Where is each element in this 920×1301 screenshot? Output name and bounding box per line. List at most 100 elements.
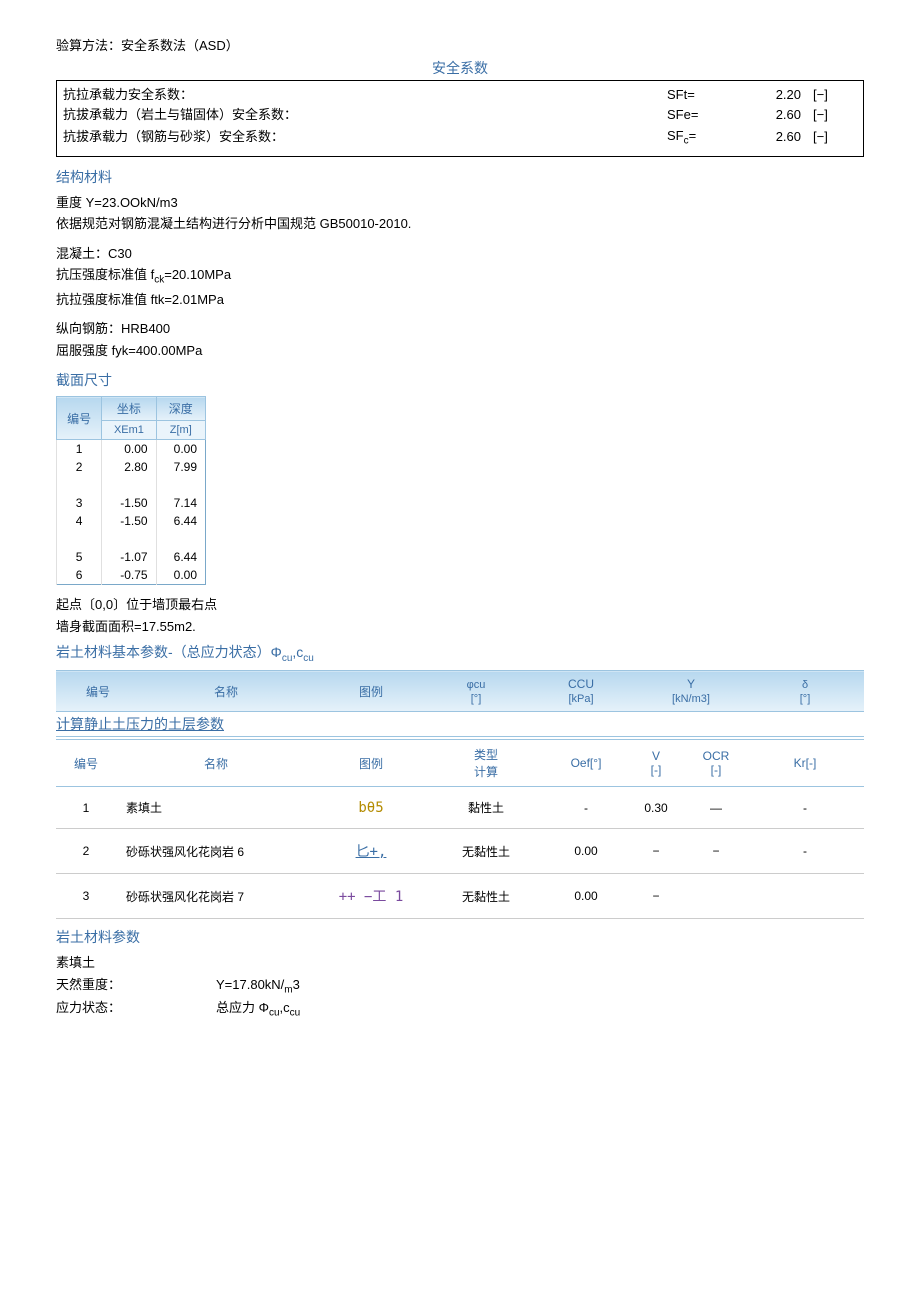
cell-z: 6.44	[156, 512, 205, 530]
th: 名称	[136, 671, 316, 712]
static-row: 3 砂砾状强风化花岗岩 7 ++ −工 1 无黏性土 0.00 −	[56, 874, 864, 919]
cell-name: 砂砾状强风化花岗岩 7	[116, 874, 316, 919]
struct-line: 依据规范对钢筋混凝土结构进行分析中国规范 GB50010-2010.	[56, 214, 864, 234]
cell-kr: -	[746, 829, 864, 874]
cell-kr	[746, 874, 864, 919]
cell-z: 7.99	[156, 458, 205, 476]
struct-block: 重度 Y=23.OOkN/m3 依据规范对钢筋混凝土结构进行分析中国规范 GB5…	[56, 193, 864, 234]
cell-ocr	[686, 874, 746, 919]
soil-param-title: 岩土材料参数	[56, 927, 864, 947]
safety-title: 安全系数	[56, 58, 864, 78]
th-z: Z[m]	[156, 421, 205, 440]
cell-n	[57, 476, 102, 494]
cell-oef: 0.00	[546, 874, 626, 919]
rebar-line: 纵向钢筋：HRB400	[56, 319, 864, 339]
concrete-line: 抗拉强度标准值 ftk=2.01MPa	[56, 290, 864, 310]
static-title: 计算静止土压力的土层参数	[56, 712, 864, 737]
cell-type: 黏性土	[426, 787, 546, 829]
th: 图例	[316, 671, 426, 712]
th: OCR[-]	[686, 740, 746, 787]
th: δ[°]	[746, 671, 864, 712]
rebar-block: 纵向钢筋：HRB400 屈服强度 fyk=400.00MPa	[56, 319, 864, 360]
soil-basic-header: 编号 名称 图例 φcu[°] CCU[kPa] Y[kN/m3] δ[°] 计…	[56, 670, 864, 737]
th-depth: 深度	[156, 397, 205, 421]
cell-n: 6	[57, 566, 102, 585]
cell-ocr: —	[686, 787, 746, 829]
safety-sym: SFe=	[667, 105, 747, 126]
th-coord: 坐标	[102, 397, 156, 421]
concrete-line: 抗压强度标准值 fck=20.10MPa	[56, 265, 864, 288]
static-row: 2 砂砾状强风化花岗岩 6 匕+, 无黏性土 0.00 − − -	[56, 829, 864, 874]
section-row: 5-1.076.44	[57, 548, 206, 566]
cell-oef: -	[546, 787, 626, 829]
safety-sym: SFt=	[667, 85, 747, 106]
section-row	[57, 530, 206, 548]
cell-n: 5	[57, 548, 102, 566]
cell-pattern: ++ −工 1	[316, 874, 426, 919]
cell-pattern: bθ5	[316, 787, 426, 829]
th: 图例	[316, 740, 426, 787]
section-row: 4-1.506.44	[57, 512, 206, 530]
cell-v: −	[626, 874, 686, 919]
fill-heading: 素填土	[56, 953, 864, 973]
cell-x: -1.50	[102, 494, 156, 512]
cell-x: -1.07	[102, 548, 156, 566]
safety-label: 抗拔承载力（岩土与锚固体）安全系数：	[63, 105, 667, 126]
concrete-line: 混凝土：C30	[56, 244, 864, 264]
th: V[-]	[626, 740, 686, 787]
cell-v: 0.30	[626, 787, 686, 829]
fill-prop-key: 应力状态：	[56, 998, 216, 1022]
static-table: 编号 名称 图例 类型计算 Oef[°] V[-] OCR[-] Kr[-] 1…	[56, 739, 864, 919]
cell-x: 2.80	[102, 458, 156, 476]
safety-box: 抗拉承载力安全系数： SFt= 2.20 [−] 抗拔承载力（岩土与锚固体）安全…	[56, 80, 864, 157]
cell-name: 砂砾状强风化花岗岩 6	[116, 829, 316, 874]
cell-x	[102, 530, 156, 548]
rebar-line: 屈服强度 fyk=400.00MPa	[56, 341, 864, 361]
fill-prop-row: 应力状态： 总应力 Φcu,ccu	[56, 998, 864, 1022]
cell-n	[57, 530, 102, 548]
th: 编号	[56, 671, 136, 712]
cell-x	[102, 476, 156, 494]
th: 编号	[56, 740, 116, 787]
cell-type: 无黏性土	[426, 829, 546, 874]
cell-n: 2	[57, 458, 102, 476]
safety-val: 2.60	[747, 127, 807, 148]
section-title: 截面尺寸	[56, 370, 864, 390]
origin-note: 起点〔0,0〕位于墙顶最右点	[56, 595, 864, 615]
safety-row: 抗拉承载力安全系数： SFt= 2.20 [−]	[63, 85, 857, 106]
section-row: 3-1.507.14	[57, 494, 206, 512]
section-row: 22.807.99	[57, 458, 206, 476]
safety-sym: SFc=	[667, 126, 747, 150]
safety-row: 抗拔承载力（岩土与锚固体）安全系数： SFe= 2.60 [−]	[63, 105, 857, 126]
cell-z: 0.00	[156, 566, 205, 585]
cell-z: 0.00	[156, 440, 205, 459]
safety-unit: [−]	[807, 105, 857, 126]
safety-row: 抗拔承载力（钢筋与砂浆）安全系数： SFc= 2.60 [−]	[63, 126, 857, 150]
th: Oef[°]	[546, 740, 626, 787]
cell-n: 3	[57, 494, 102, 512]
cell-n: 1	[56, 787, 116, 829]
cell-z	[156, 476, 205, 494]
cell-n: 3	[56, 874, 116, 919]
cell-pattern: 匕+,	[316, 829, 426, 874]
fill-prop-row: 天然重度： Y=17.80kN/m3	[56, 975, 864, 999]
cell-z: 7.14	[156, 494, 205, 512]
section-row	[57, 476, 206, 494]
struct-title: 结构材料	[56, 167, 864, 187]
cell-x: -0.75	[102, 566, 156, 585]
cell-type: 无黏性土	[426, 874, 546, 919]
cell-kr: -	[746, 787, 864, 829]
section-row: 10.000.00	[57, 440, 206, 459]
area-note: 墙身截面面积=17.55m2.	[56, 617, 864, 637]
cell-z	[156, 530, 205, 548]
safety-unit: [−]	[807, 127, 857, 148]
safety-val: 2.20	[747, 85, 807, 106]
th: Kr[-]	[746, 740, 864, 787]
th: 类型计算	[426, 740, 546, 787]
th-no: 编号	[57, 397, 102, 440]
th: Y[kN/m3]	[636, 671, 746, 712]
safety-unit: [−]	[807, 85, 857, 106]
cell-x: 0.00	[102, 440, 156, 459]
safety-val: 2.60	[747, 105, 807, 126]
cell-n: 1	[57, 440, 102, 459]
